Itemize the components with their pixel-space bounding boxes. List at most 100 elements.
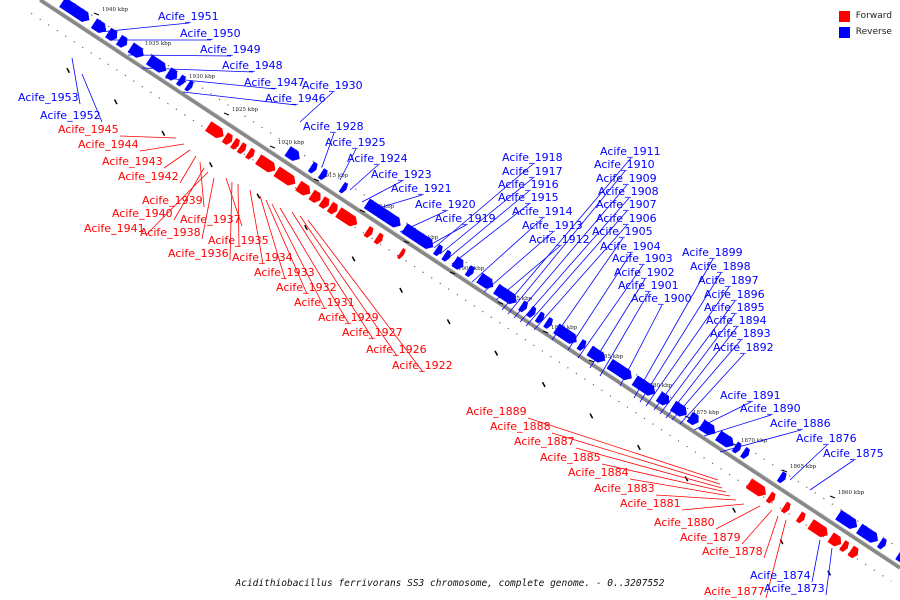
gene-label-acife-1945[interactable]: Acife_1945 [58,123,119,136]
gene-label-acife-1947[interactable]: Acife_1947 [244,76,305,89]
gene-label-acife-1907[interactable]: Acife_1907 [596,198,657,211]
gene-label-acife-1932[interactable]: Acife_1932 [276,281,337,294]
gene-label-acife-1916[interactable]: Acife_1916 [498,178,559,191]
gene-label-acife-1883[interactable]: Acife_1883 [594,482,655,495]
gene-label-acife-1898[interactable]: Acife_1898 [690,260,751,273]
gene-label-acife-1940[interactable]: Acife_1940 [112,207,173,220]
leader-line [681,503,745,511]
gene-label-acife-1949[interactable]: Acife_1949 [200,43,261,56]
gene-label-acife-1901[interactable]: Acife_1901 [618,279,679,292]
gene-label-acife-1884[interactable]: Acife_1884 [568,466,629,479]
gene-label-acife-1905[interactable]: Acife_1905 [592,225,653,238]
gene-label-acife-1943[interactable]: Acife_1943 [102,155,163,168]
gene-label-acife-1903[interactable]: Acife_1903 [612,252,673,265]
gene-label-acife-1894[interactable]: Acife_1894 [706,314,767,327]
forward-gene [318,196,330,209]
gene-label-acife-1951[interactable]: Acife_1951 [158,10,219,23]
gene-label-acife-1952[interactable]: Acife_1952 [40,109,101,122]
gene-label-acife-1902[interactable]: Acife_1902 [614,266,675,279]
leader-line [299,215,398,357]
gene-label-acife-1948[interactable]: Acife_1948 [222,59,283,72]
forward-gene [780,501,791,514]
gene-label-acife-1876[interactable]: Acife_1876 [796,432,857,445]
gene-label-acife-1925[interactable]: Acife_1925 [325,136,386,149]
gene-label-acife-1915[interactable]: Acife_1915 [498,191,559,204]
gene-label-acife-1877[interactable]: Acife_1877 [704,585,765,598]
reverse-gene [127,42,144,58]
gene-label-acife-1937[interactable]: Acife_1937 [180,213,241,226]
forward-gene [335,207,358,227]
leader-line [179,155,197,184]
gene-label-acife-1923[interactable]: Acife_1923 [371,168,432,181]
gene-label-acife-1897[interactable]: Acife_1897 [698,274,759,287]
gene-label-acife-1913[interactable]: Acife_1913 [522,219,583,232]
gene-label-acife-1895[interactable]: Acife_1895 [704,301,765,314]
reverse-gene [576,339,587,351]
gene-label-acife-1921[interactable]: Acife_1921 [391,182,452,195]
gene-label-acife-1938[interactable]: Acife_1938 [140,226,201,239]
gene-label-acife-1944[interactable]: Acife_1944 [78,138,139,151]
gene-label-acife-1904[interactable]: Acife_1904 [600,240,661,253]
gene-label-acife-1881[interactable]: Acife_1881 [620,497,681,510]
leader-line [321,132,335,168]
gene-label-acife-1891[interactable]: Acife_1891 [720,389,781,402]
gene-label-acife-1908[interactable]: Acife_1908 [598,185,659,198]
gene-label-acife-1873[interactable]: Acife_1873 [764,582,825,595]
gene-label-acife-1886[interactable]: Acife_1886 [770,417,831,430]
gene-label-acife-1931[interactable]: Acife_1931 [294,296,355,309]
gene-label-acife-1941[interactable]: Acife_1941 [84,222,145,235]
gene-label-acife-1946[interactable]: Acife_1946 [265,92,326,105]
gene-label-acife-1874[interactable]: Acife_1874 [750,569,811,582]
gene-label-acife-1899[interactable]: Acife_1899 [682,246,743,259]
gene-label-acife-1942[interactable]: Acife_1942 [118,170,179,183]
gene-label-acife-1950[interactable]: Acife_1950 [180,27,241,40]
gene-label-acife-1890[interactable]: Acife_1890 [740,402,801,415]
gene-label-acife-1936[interactable]: Acife_1936 [168,247,229,260]
gene-label-acife-1953[interactable]: Acife_1953 [18,91,79,104]
gene-label-acife-1933[interactable]: Acife_1933 [254,266,315,279]
gene-label-acife-1939[interactable]: Acife_1939 [142,194,203,207]
gene-label-acife-1926[interactable]: Acife_1926 [366,343,427,356]
leader-line [445,190,530,261]
gene-label-acife-1919[interactable]: Acife_1919 [435,212,496,225]
gene-label-acife-1917[interactable]: Acife_1917 [502,165,563,178]
gene-label-acife-1896[interactable]: Acife_1896 [704,288,765,301]
reverse-gene [698,419,716,436]
gene-label-acife-1914[interactable]: Acife_1914 [512,205,573,218]
gene-label-acife-1927[interactable]: Acife_1927 [342,326,403,339]
forward-gene [363,225,374,238]
gene-label-acife-1889[interactable]: Acife_1889 [466,405,527,418]
gene-label-acife-1910[interactable]: Acife_1910 [594,158,655,171]
gene-label-acife-1930[interactable]: Acife_1930 [302,79,363,92]
gene-label-acife-1885[interactable]: Acife_1885 [540,451,601,464]
gene-label-acife-1924[interactable]: Acife_1924 [347,152,408,165]
gene-label-acife-1879[interactable]: Acife_1879 [680,531,741,544]
gene-label-acife-1892[interactable]: Acife_1892 [713,341,774,354]
gene-label-acife-1911[interactable]: Acife_1911 [600,145,661,158]
tick-mark [113,99,118,105]
gene-label-acife-1912[interactable]: Acife_1912 [529,233,590,246]
gene-label-acife-1887[interactable]: Acife_1887 [514,435,575,448]
leader-line [715,505,761,530]
gene-label-acife-1918[interactable]: Acife_1918 [502,151,563,164]
scale-tick [313,178,320,182]
gene-label-acife-1906[interactable]: Acife_1906 [596,212,657,225]
scale-tick [269,145,276,149]
leader-line [173,167,205,221]
gene-label-acife-1893[interactable]: Acife_1893 [710,327,771,340]
gene-label-acife-1928[interactable]: Acife_1928 [303,120,364,133]
gene-label-acife-1922[interactable]: Acife_1922 [392,359,453,372]
leader-line [119,135,177,139]
gene-label-acife-1900[interactable]: Acife_1900 [631,292,692,305]
gene-label-acife-1929[interactable]: Acife_1929 [318,311,379,324]
gene-label-acife-1920[interactable]: Acife_1920 [415,198,476,211]
gene-label-acife-1888[interactable]: Acife_1888 [490,420,551,433]
gene-label-acife-1909[interactable]: Acife_1909 [596,172,657,185]
gene-label-acife-1880[interactable]: Acife_1880 [654,516,715,529]
gene-label-acife-1878[interactable]: Acife_1878 [702,545,763,558]
leader-line [299,91,334,123]
reverse-gene [317,168,328,181]
gene-label-acife-1875[interactable]: Acife_1875 [823,447,884,460]
gene-label-acife-1935[interactable]: Acife_1935 [208,234,269,247]
gene-label-acife-1934[interactable]: Acife_1934 [232,251,293,264]
